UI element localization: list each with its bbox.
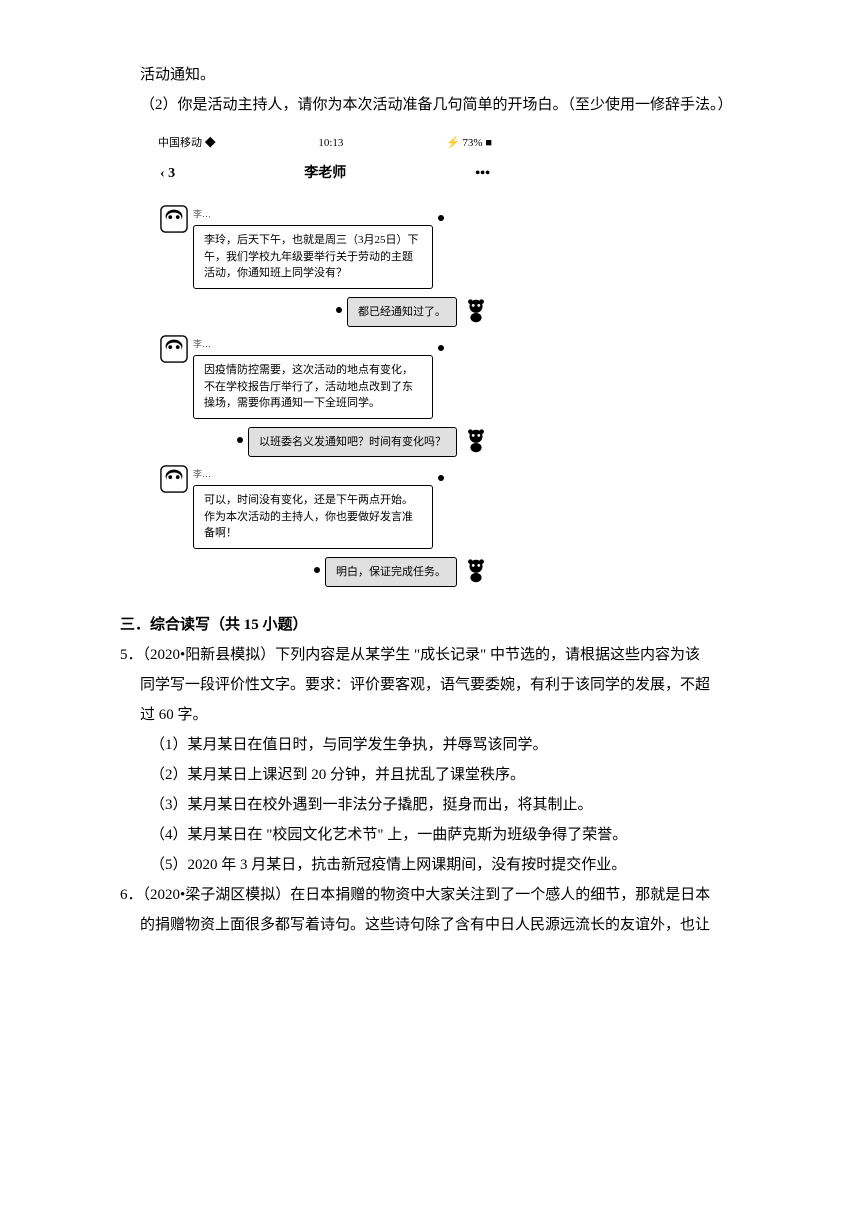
status-dot-icon: [438, 345, 444, 351]
status-dot-icon: [336, 307, 342, 313]
message-bubble: 因疫情防控需要，这次活动的地点有变化，不在学校报告厅举行了，活动地点改到了东操场…: [193, 355, 433, 419]
sender-label: 李…: [193, 465, 433, 483]
status-dot-icon: [314, 567, 320, 573]
section-3-title: 三．综合读写（共 15 小题）: [120, 610, 740, 640]
status-time: 10:13: [318, 132, 343, 154]
chat-screenshot: 中国移动 ◆ 10:13 ⚡ 73% ■ ‹ 3 李老师 ••• 李… 李玲，后…: [150, 130, 500, 600]
message-row: 李… 因疫情防控需要，这次活动的地点有变化，不在学校报告厅举行了，活动地点改到了…: [155, 335, 495, 419]
carrier-label: 中国移动 ◆: [158, 132, 216, 154]
message-row: 以班委名义发通知吧？时间有变化吗？: [155, 427, 495, 458]
teacher-avatar-icon: [160, 205, 188, 233]
message-bubble: 明白，保证完成任务。: [325, 557, 457, 588]
message-bubble: 都已经通知过了。: [347, 297, 457, 328]
student-avatar-icon: [462, 427, 490, 455]
q5-line-3: 过 60 字。: [120, 700, 740, 730]
message-row: 明白，保证完成任务。: [155, 557, 495, 588]
q5-item-3: （3）某月某日在校外遇到一非法分子撬肥，挺身而出，将其制止。: [120, 790, 740, 820]
q5-line-1: 5．（2020•阳新县模拟）下列内容是从某学生 "成长记录" 中节选的，请根据这…: [120, 640, 740, 670]
battery-label: ⚡ 73% ■: [446, 132, 492, 154]
chat-title: 李老师: [304, 160, 346, 188]
status-dot-icon: [237, 437, 243, 443]
sender-label: 李…: [193, 335, 433, 353]
q6-line-1: 6．（2020•梁子湖区模拟）在日本捐赠的物资中大家关注到了一个感人的细节，那就…: [120, 880, 740, 910]
message-bubble: 可以，时间没有变化，还是下午两点开始。作为本次活动的主持人，你也要做好发言准备啊…: [193, 485, 433, 549]
teacher-avatar-icon: [160, 335, 188, 363]
q6-line-2: 的捐赠物资上面很多都写着诗句。这些诗句除了含有中日人民源远流长的友谊外，也让: [120, 910, 740, 940]
q5-line-2: 同学写一段评价性文字。要求：评价要客观，语气要委婉，有利于该同学的发展，不超: [120, 670, 740, 700]
status-bar: 中国移动 ◆ 10:13 ⚡ 73% ■: [150, 130, 500, 156]
more-icon[interactable]: •••: [475, 160, 490, 188]
message-row: 都已经通知过了。: [155, 297, 495, 328]
student-avatar-icon: [462, 557, 490, 585]
intro-line-1: （2）你是活动主持人，请你为本次活动准备几句简单的开场白。（至少使用一修辞手法。…: [140, 90, 740, 120]
q5-item-1: （1）某月某日在值日时，与同学发生争执，并辱骂该同学。: [120, 730, 740, 760]
message-row: 李… 李玲，后天下午，也就是周三（3月25日）下午，我们学校九年级要举行关于劳动…: [155, 205, 495, 289]
intro-line-0: 活动通知。: [140, 60, 740, 90]
message-bubble: 以班委名义发通知吧？时间有变化吗？: [248, 427, 457, 458]
q5-item-2: （2）某月某日上课迟到 20 分钟，并且扰乱了课堂秩序。: [120, 760, 740, 790]
status-dot-icon: [438, 215, 444, 221]
question-5: 5．（2020•阳新县模拟）下列内容是从某学生 "成长记录" 中节选的，请根据这…: [120, 640, 740, 880]
q5-item-4: （4）某月某日在 "校园文化艺术节" 上，一曲萨克斯为班级争得了荣誉。: [120, 820, 740, 850]
chat-header: ‹ 3 李老师 •••: [150, 156, 500, 192]
teacher-avatar-icon: [160, 465, 188, 493]
message-bubble: 李玲，后天下午，也就是周三（3月25日）下午，我们学校九年级要举行关于劳动的主题…: [193, 225, 433, 289]
student-avatar-icon: [462, 297, 490, 325]
sender-label: 李…: [193, 205, 433, 223]
chat-body: 李… 李玲，后天下午，也就是周三（3月25日）下午，我们学校九年级要举行关于劳动…: [150, 192, 500, 600]
status-dot-icon: [438, 475, 444, 481]
q5-item-5: （5）2020 年 3 月某日，抗击新冠疫情上网课期间，没有按时提交作业。: [120, 850, 740, 880]
question-6: 6．（2020•梁子湖区模拟）在日本捐赠的物资中大家关注到了一个感人的细节，那就…: [120, 880, 740, 940]
back-button[interactable]: ‹ 3: [160, 160, 175, 188]
message-row: 李… 可以，时间没有变化，还是下午两点开始。作为本次活动的主持人，你也要做好发言…: [155, 465, 495, 549]
